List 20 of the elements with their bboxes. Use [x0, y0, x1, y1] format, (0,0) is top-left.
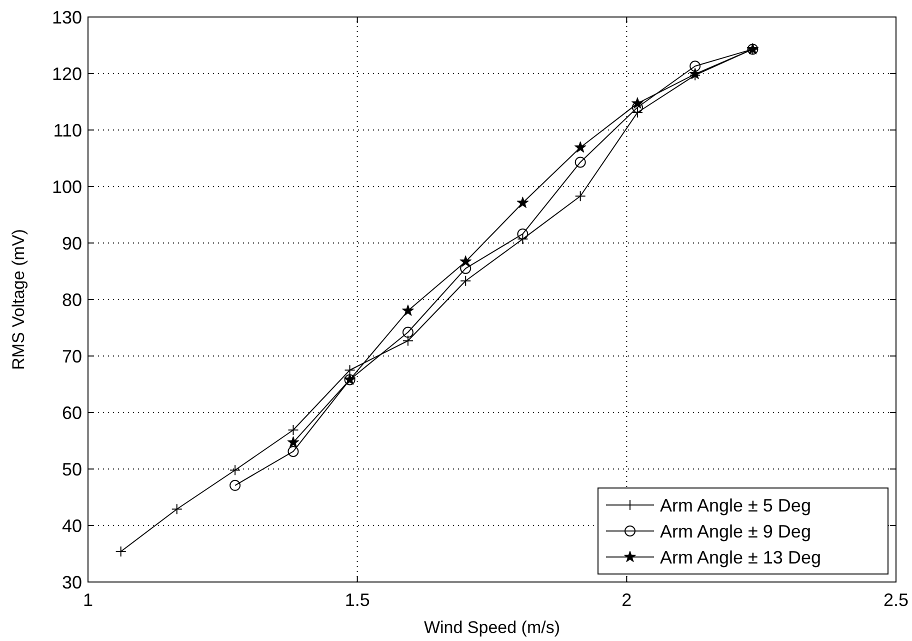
legend-label: Arm Angle ± 13 Deg	[660, 547, 821, 568]
x-axis-title: Wind Speed (m/s)	[424, 618, 560, 637]
y-tick-label: 130	[52, 7, 82, 28]
y-tick-label: 30	[62, 572, 82, 592]
y-axis-title: RMS Voltage (mV)	[9, 229, 28, 370]
y-tick-label: 40	[62, 516, 82, 536]
y-tick-label: 110	[53, 120, 82, 140]
y-tick-label: 90	[62, 233, 82, 254]
y-tick-label: 60	[62, 402, 82, 423]
x-tick-label: 2	[622, 590, 632, 610]
y-tick-label: 80	[62, 290, 82, 310]
x-tick-label: 2.5	[883, 590, 909, 610]
y-tick-label: 100	[52, 176, 82, 197]
legend-label: Arm Angle ± 9 Deg	[660, 521, 811, 542]
x-tick-label: 1.5	[344, 590, 370, 610]
y-tick-label: 70	[62, 346, 82, 366]
legend-label: Arm Angle ± 5 Deg	[660, 495, 811, 516]
x-tick-label: 1	[82, 590, 94, 610]
y-tick-label: 120	[52, 64, 82, 84]
y-tick-label: 50	[62, 459, 82, 480]
